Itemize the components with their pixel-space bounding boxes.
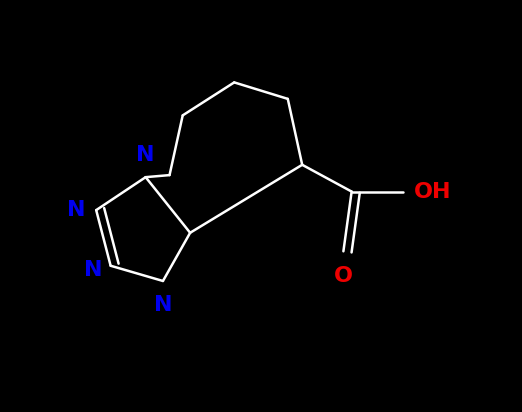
Text: N: N [67,200,86,220]
Text: O: O [334,266,353,286]
Text: N: N [84,260,102,280]
Text: N: N [153,295,172,316]
Text: N: N [136,145,155,165]
Text: OH: OH [413,182,451,201]
